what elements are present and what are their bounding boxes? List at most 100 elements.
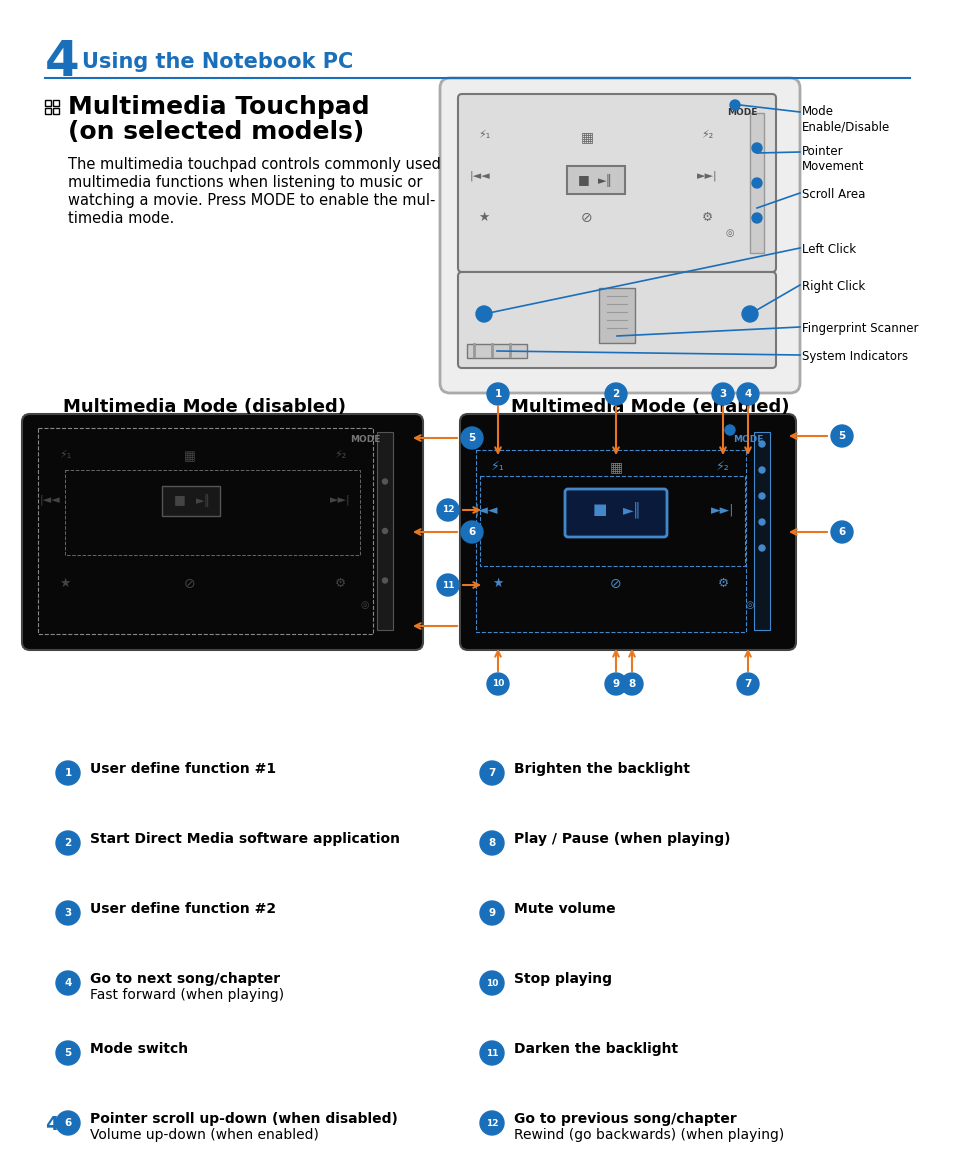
Circle shape [479, 901, 503, 925]
Text: |◄◄: |◄◄ [40, 494, 60, 505]
Circle shape [751, 178, 761, 188]
Circle shape [604, 673, 626, 695]
Circle shape [56, 830, 80, 855]
Circle shape [436, 499, 458, 521]
Circle shape [759, 441, 764, 447]
Bar [38, 429, 373, 634]
Circle shape [56, 901, 80, 925]
Bar [467, 344, 526, 358]
Text: 1: 1 [64, 768, 71, 778]
Text: 5: 5 [838, 431, 844, 441]
Text: 9: 9 [612, 679, 618, 690]
Text: 7: 7 [743, 679, 751, 690]
Bar [749, 113, 763, 253]
Text: Darken the backlight: Darken the backlight [514, 1042, 678, 1056]
Circle shape [382, 578, 387, 583]
Text: 10: 10 [485, 978, 497, 988]
Text: ▦: ▦ [579, 131, 593, 144]
Text: ⚙: ⚙ [334, 578, 345, 590]
Bar [53, 109, 59, 114]
Text: System Indicators: System Indicators [801, 350, 907, 363]
Text: Left Click: Left Click [801, 243, 855, 256]
Text: Play / Pause (when playing): Play / Pause (when playing) [514, 832, 730, 845]
Text: Go to previous song/chapter: Go to previous song/chapter [514, 1112, 736, 1126]
FancyBboxPatch shape [564, 489, 666, 537]
Text: 7: 7 [488, 768, 496, 778]
Circle shape [479, 761, 503, 785]
Text: ◎: ◎ [360, 599, 369, 610]
Circle shape [759, 545, 764, 551]
Text: MODE: MODE [350, 435, 380, 444]
Bar [753, 432, 769, 629]
Text: 3: 3 [64, 908, 71, 918]
Circle shape [737, 673, 759, 695]
Circle shape [486, 383, 509, 405]
Text: ►║: ►║ [622, 501, 640, 519]
FancyBboxPatch shape [459, 413, 795, 650]
Text: Mute volume: Mute volume [514, 902, 615, 916]
Text: User define function #2: User define function #2 [90, 902, 275, 916]
Text: 12: 12 [441, 506, 454, 514]
Text: ⚙: ⚙ [700, 211, 712, 224]
Text: ■: ■ [174, 493, 186, 507]
Circle shape [759, 467, 764, 474]
Circle shape [737, 383, 759, 405]
Text: timedia mode.: timedia mode. [68, 211, 174, 226]
Circle shape [382, 479, 387, 484]
Text: 12: 12 [485, 1118, 497, 1127]
Text: ►║: ►║ [196, 493, 212, 507]
Circle shape [724, 425, 734, 435]
Text: 40: 40 [45, 1115, 71, 1134]
Circle shape [751, 213, 761, 223]
Text: |◄◄: |◄◄ [469, 171, 490, 181]
Text: ⚡₁: ⚡₁ [59, 450, 71, 460]
Text: Stop playing: Stop playing [514, 973, 612, 986]
Circle shape [759, 519, 764, 526]
Text: ⊘: ⊘ [580, 211, 592, 225]
Circle shape [479, 971, 503, 994]
Text: |◄◄: |◄◄ [474, 504, 497, 516]
Circle shape [729, 100, 740, 110]
Text: Multimedia Mode (enabled): Multimedia Mode (enabled) [510, 398, 788, 416]
Text: ⚙: ⚙ [717, 578, 728, 590]
Bar [598, 288, 635, 343]
Circle shape [759, 493, 764, 499]
Text: 11: 11 [485, 1049, 497, 1058]
Text: ⚡₁: ⚡₁ [477, 131, 490, 140]
Text: 6: 6 [838, 527, 844, 537]
Text: Rewind (go backwards) (when playing): Rewind (go backwards) (when playing) [514, 1128, 783, 1142]
Text: MODE: MODE [732, 435, 762, 444]
Text: 8: 8 [628, 679, 635, 690]
Text: ⊘: ⊘ [610, 578, 621, 591]
Text: 4: 4 [64, 978, 71, 988]
Text: ★: ★ [59, 578, 71, 590]
Text: 6: 6 [64, 1118, 71, 1128]
FancyBboxPatch shape [439, 79, 800, 393]
Circle shape [830, 521, 852, 543]
Bar [45, 100, 51, 106]
Text: Start Direct Media software application: Start Direct Media software application [90, 832, 399, 845]
Circle shape [479, 1111, 503, 1135]
Circle shape [604, 383, 626, 405]
Circle shape [751, 143, 761, 152]
Bar [162, 486, 220, 516]
Circle shape [486, 673, 509, 695]
Text: 11: 11 [441, 581, 454, 589]
Text: ►►|: ►►| [711, 504, 734, 516]
Text: 2: 2 [612, 389, 619, 398]
Text: Multimedia Touchpad: Multimedia Touchpad [68, 95, 369, 119]
Circle shape [741, 306, 758, 322]
Text: Pointer scroll up-down (when disabled): Pointer scroll up-down (when disabled) [90, 1112, 397, 1126]
Text: ►║: ►║ [598, 173, 613, 186]
Text: 6: 6 [468, 527, 476, 537]
Text: Brighten the backlight: Brighten the backlight [514, 762, 689, 776]
Text: ◎: ◎ [725, 228, 734, 238]
Text: 9: 9 [488, 908, 495, 918]
Circle shape [476, 306, 492, 322]
Text: ⊘: ⊘ [184, 578, 195, 591]
Text: ★: ★ [477, 211, 489, 224]
Text: 2: 2 [64, 839, 71, 848]
Text: ▦: ▦ [609, 460, 622, 474]
Circle shape [56, 971, 80, 994]
Text: Scroll Area: Scroll Area [801, 188, 864, 201]
